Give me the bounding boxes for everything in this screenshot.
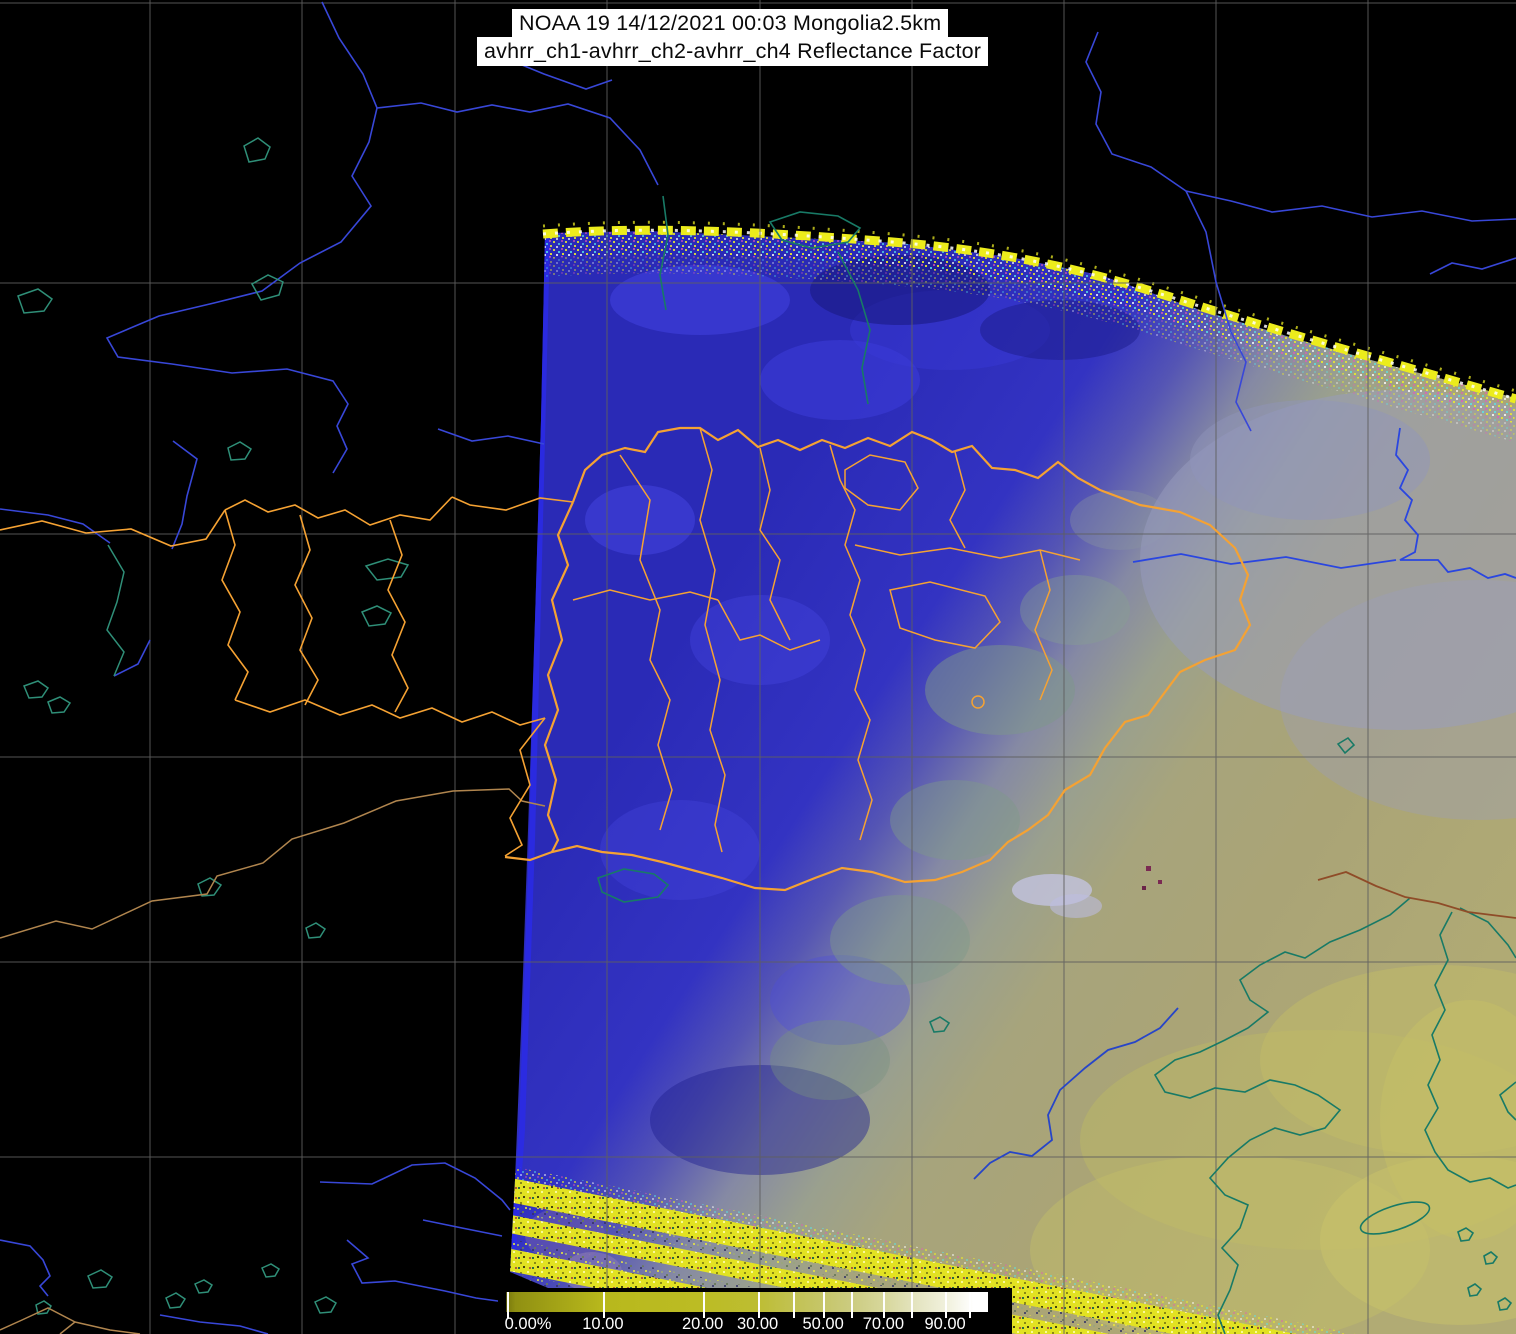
mongolia-province-borders bbox=[572, 427, 1081, 853]
colorbar-label: 70.00 bbox=[862, 1315, 905, 1333]
image-title-line2: avhrr_ch1-avhrr_ch2-avhrr_ch4 Reflectanc… bbox=[477, 37, 989, 66]
rivers-over-swath bbox=[973, 427, 1516, 1180]
swath-scan-edge-zipper bbox=[542, 220, 1516, 404]
colorbar-gradient bbox=[506, 1292, 988, 1312]
colorbar-tick bbox=[851, 1292, 854, 1318]
colorbar-label: 30.00 bbox=[736, 1315, 779, 1333]
swath-top-noise-edge bbox=[542, 231, 1516, 442]
colorbar-label: 50.00 bbox=[802, 1315, 844, 1333]
colorbar-label: 10.00 bbox=[582, 1315, 624, 1333]
mongolia-borders bbox=[504, 426, 1252, 892]
country-border-brown bbox=[1317, 871, 1516, 919]
country-borders-bright bbox=[0, 496, 574, 857]
colorbar-tick bbox=[969, 1292, 972, 1318]
reflectance-colorbar: 0.00% 10.00 20.00 30.00 50.00 70.00 90.00 bbox=[498, 1288, 1012, 1334]
colorbar-tick bbox=[702, 1292, 705, 1318]
coastlines-over-swath bbox=[597, 195, 1516, 1334]
satellite-swath bbox=[510, 231, 1516, 1334]
colorbar-tick bbox=[823, 1292, 826, 1318]
colorbar-label: 0.00% bbox=[504, 1315, 552, 1333]
colorbar-tick bbox=[757, 1292, 760, 1318]
colorbar-tick bbox=[883, 1292, 886, 1318]
image-title-line1: NOAA 19 14/12/2021 00:03 Mongolia2.5km bbox=[512, 9, 949, 38]
colorbar-tick bbox=[602, 1292, 605, 1318]
lakes-and-coastlines bbox=[17, 137, 410, 1315]
colorbar-tick bbox=[945, 1292, 948, 1318]
colorbar-tick bbox=[507, 1292, 510, 1318]
country-borders-dim bbox=[0, 788, 546, 1334]
colorbar-label: 90.00 bbox=[924, 1315, 966, 1333]
colorbar-label: 20.00 bbox=[681, 1315, 724, 1333]
colorbar-tick bbox=[911, 1292, 914, 1318]
colorbar-tick bbox=[793, 1292, 796, 1318]
